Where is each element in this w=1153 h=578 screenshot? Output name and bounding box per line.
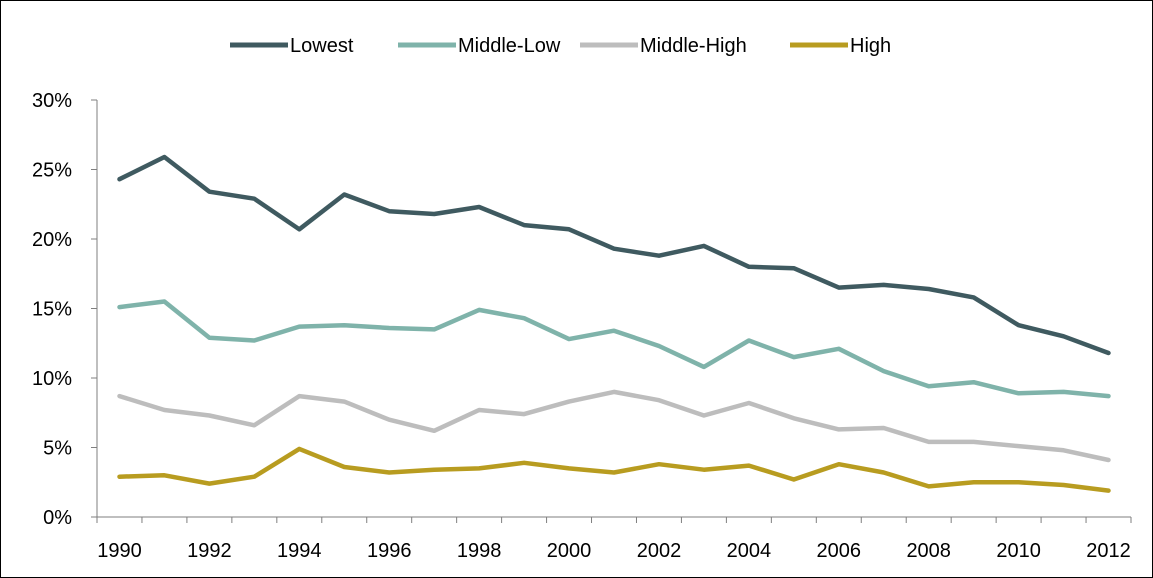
y-tick-label: 5%	[43, 438, 72, 460]
y-tick-label: 0%	[43, 507, 72, 529]
x-tick-label: 1992	[187, 540, 232, 562]
x-tick-label: 2006	[817, 540, 862, 562]
series-line-lowest	[117, 154, 1111, 356]
x-tick-label: 2002	[637, 540, 682, 562]
legend-label-high: High	[850, 35, 891, 57]
x-tick-label: 1994	[277, 540, 322, 562]
y-tick-label: 25%	[32, 160, 72, 182]
x-tick-label: 1990	[97, 540, 142, 562]
x-tick-label: 2004	[727, 540, 772, 562]
x-tick-label: 2010	[996, 540, 1041, 562]
x-tick-label: 2000	[547, 540, 592, 562]
x-tick-label: 1996	[367, 540, 412, 562]
series-line-high	[117, 446, 1111, 493]
x-tick-label: 1998	[457, 540, 502, 562]
x-tick-label: 2008	[906, 540, 951, 562]
y-tick-label: 15%	[32, 299, 72, 321]
x-tick-label: 2012	[1086, 540, 1131, 562]
y-tick-label: 10%	[32, 368, 72, 390]
series-line-middle-high	[117, 389, 1111, 463]
legend-label-middle-high: Middle-High	[640, 35, 747, 57]
y-tick-label: 30%	[32, 90, 72, 112]
y-tick-label: 20%	[32, 229, 72, 251]
legend-label-lowest: Lowest	[290, 35, 354, 57]
series-line-middle-low	[117, 299, 1111, 399]
legend-label-middle-low: Middle-Low	[458, 35, 561, 57]
